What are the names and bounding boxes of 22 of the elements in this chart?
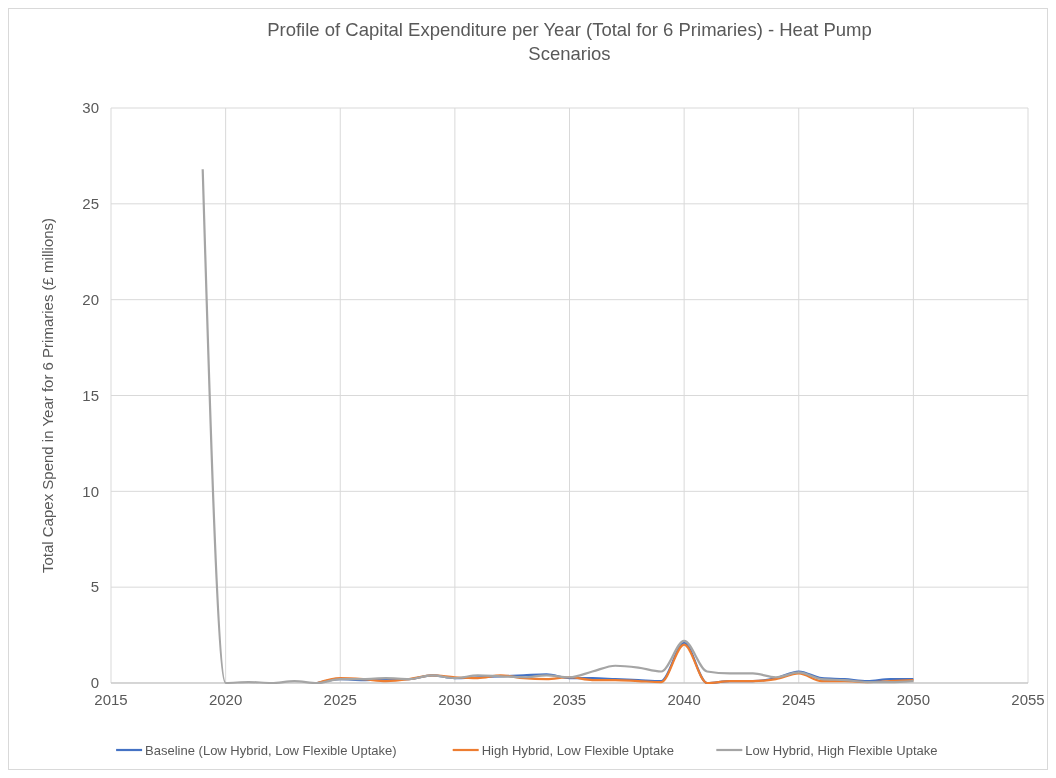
x-tick-label: 2035 (552, 691, 587, 708)
y-tick-label: 30 (82, 99, 99, 117)
x-tick-label: 2030 (438, 691, 472, 708)
y-tick-label: 5 (90, 578, 99, 596)
chart-title: Profile of Capital Expenditure per Year (Total for 6 Primaries) - Heat Pump Scenarios (267, 19, 872, 64)
legend-label: Low Hybrid, High Flexible Uptake (745, 742, 938, 758)
y-tick-label: 20 (82, 290, 99, 308)
x-tick-label: 2040 (667, 691, 701, 708)
y-tick-label: 0 (90, 674, 99, 692)
x-tick-label: 2020 (208, 691, 243, 708)
x-tick-label: 2025 (323, 691, 357, 708)
y-tick-label: 10 (82, 482, 99, 500)
y-tick-label: 25 (82, 195, 99, 213)
y-axis-title: Total Capex Spend in Year for 6 Primaries (£ millions) (39, 217, 56, 574)
y-tick-label: 15 (82, 386, 99, 404)
legend-label: Baseline (Low Hybrid, Low Flexible Uptake) (145, 742, 397, 758)
legend-label: High Hybrid, Low Flexible Uptake (481, 742, 674, 758)
x-tick-label: 2050 (896, 691, 931, 708)
line-series (201, 168, 915, 685)
x-tick-label: 2015 (94, 691, 128, 708)
x-tick-label: 2045 (782, 691, 816, 708)
x-tick-label: 2055 (1011, 691, 1045, 708)
